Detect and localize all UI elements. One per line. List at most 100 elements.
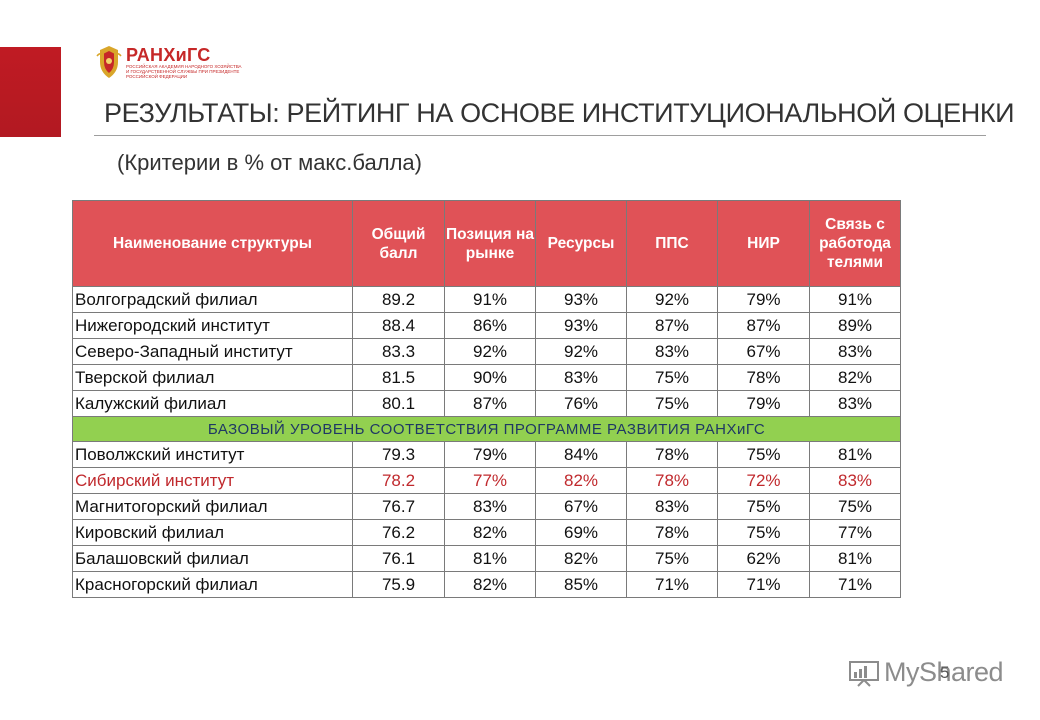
table-row: Сибирский институт 78.2 77% 82% 78% 72% 83% [72,467,901,494]
value-cell: 76.1 [352,545,445,572]
value-cell: 90% [444,364,536,391]
table-row: Тверской филиал 81.5 90% 83% 75% 78% 82% [72,364,901,391]
value-cell: 75% [717,519,810,546]
value-cell: 91% [444,286,536,313]
value-cell: 83% [809,338,901,365]
baseline-band-label: БАЗОВЫЙ УРОВЕНЬ СООТВЕТСТВИЯ ПРОГРАММЕ Р… [72,416,901,442]
table-row: Красногорский филиал 75.9 82% 85% 71% 71% 71% [72,571,901,598]
value-cell: 76% [535,390,627,417]
value-cell: 78% [717,364,810,391]
value-cell: 71% [626,571,718,598]
value-cell: 86% [444,312,536,339]
value-cell: 81% [809,441,901,468]
value-cell: 67% [717,338,810,365]
table-row: Северо-Западный институт 83.3 92% 92% 83% 67%… [72,338,901,365]
value-cell: 79% [444,441,536,468]
value-cell: 87% [444,390,536,417]
value-cell: 75% [717,493,810,520]
value-cell: 75% [717,441,810,468]
value-cell: 78% [626,519,718,546]
value-cell: 82% [535,545,627,572]
value-cell: 79% [717,390,810,417]
watermark-text: MyShared [884,657,1004,687]
value-cell: 81.5 [352,364,445,391]
table-row: Калужский филиал 80.1 87% 76% 75% 79% 83% [72,390,901,417]
value-cell: 89% [809,312,901,339]
structure-name-cell: Поволжский институт [72,441,353,468]
structure-name-cell: Кировский филиал [72,519,353,546]
structure-name-cell: Балашовский филиал [72,545,353,572]
baseline-band-row: БАЗОВЫЙ УРОВЕНЬ СООТВЕТСТВИЯ ПРОГРАММЕ Р… [72,416,901,442]
table-row: Балашовский филиал 76.1 81% 82% 75% 62% 81% [72,545,901,572]
column-header: Связь с работода телями [809,200,901,287]
structure-name-cell: Красногорский филиал [72,571,353,598]
value-cell: 82% [444,519,536,546]
logo-subtitle: РОССИЙСКАЯ АКАДЕМИЯ НАРОДНОГО ХОЗЯЙСТВА … [126,63,242,79]
value-cell: 75.9 [352,571,445,598]
value-cell: 75% [626,545,718,572]
value-cell: 81% [444,545,536,572]
structure-name-cell: Калужский филиал [72,390,353,417]
value-cell: 84% [535,441,627,468]
column-header: Ресурсы [535,200,627,287]
value-cell: 75% [626,390,718,417]
value-cell: 82% [535,467,627,494]
value-cell: 87% [717,312,810,339]
logo: РАНХиГС РОССИЙСКАЯ АКАДЕМИЯ НАРОДНОГО ХО… [96,44,246,80]
value-cell: 67% [535,493,627,520]
accent-bar [0,47,61,137]
value-cell: 69% [535,519,627,546]
value-cell: 83.3 [352,338,445,365]
logo-name: РАНХиГС [126,44,211,65]
value-cell: 75% [809,493,901,520]
value-cell: 72% [717,467,810,494]
value-cell: 79% [717,286,810,313]
value-cell: 85% [535,571,627,598]
value-cell: 82% [809,364,901,391]
value-cell: 92% [444,338,536,365]
rating-table: Наименование структуры Общий балл Позиция … [72,200,901,598]
value-cell: 71% [809,571,901,598]
value-cell: 91% [809,286,901,313]
structure-name-cell: Нижегородский институт [72,312,353,339]
structure-name-cell: Волгоградский филиал [72,286,353,313]
value-cell: 92% [535,338,627,365]
value-cell: 77% [444,467,536,494]
presentation-board-icon [849,660,879,687]
value-cell: 83% [809,390,901,417]
slide-subtitle: (Критерии в % от макс.балла) [117,150,422,175]
value-cell: 82% [444,571,536,598]
column-header: Наименование структуры [72,200,353,287]
value-cell: 76.7 [352,493,445,520]
header-row: Наименование структуры Общий балл Позиция … [72,200,901,287]
value-cell: 77% [809,519,901,546]
column-header: ППС [626,200,718,287]
column-header: Общий балл [352,200,445,287]
title-divider [94,135,986,136]
value-cell: 79.3 [352,441,445,468]
table-row: Нижегородский институт 88.4 86% 93% 87% 87% 89… [72,312,901,339]
table-row: Кировский филиал 76.2 82% 69% 78% 75% 77% [72,519,901,546]
value-cell: 93% [535,312,627,339]
structure-name-cell: Магнитогорский филиал [72,493,353,520]
value-cell: 83% [626,493,718,520]
value-cell: 78.2 [352,467,445,494]
column-header: НИР [717,200,810,287]
page-number: 5 [940,663,950,682]
structure-name-cell: Северо-Западный институт [72,338,353,365]
value-cell: 62% [717,545,810,572]
table-row: Волгоградский филиал 89.2 91% 93% 92% 79% 91% [72,286,901,313]
column-header: Позиция на рынке [444,200,536,287]
value-cell: 83% [535,364,627,391]
structure-name-cell: Тверской филиал [72,364,353,391]
watermark: MyShared [848,657,1004,688]
value-cell: 78% [626,441,718,468]
emblem-icon [96,46,122,78]
value-cell: 80.1 [352,390,445,417]
table-row: Поволжский институт 79.3 79% 84% 78% 75% 81% [72,441,901,468]
value-cell: 81% [809,545,901,572]
value-cell: 93% [535,286,627,313]
value-cell: 76.2 [352,519,445,546]
value-cell: 83% [444,493,536,520]
slide-title: РЕЗУЛЬТАТЫ: РЕЙТИНГ НА ОСНОВЕ ИНСТИТУЦИО… [104,98,1015,128]
